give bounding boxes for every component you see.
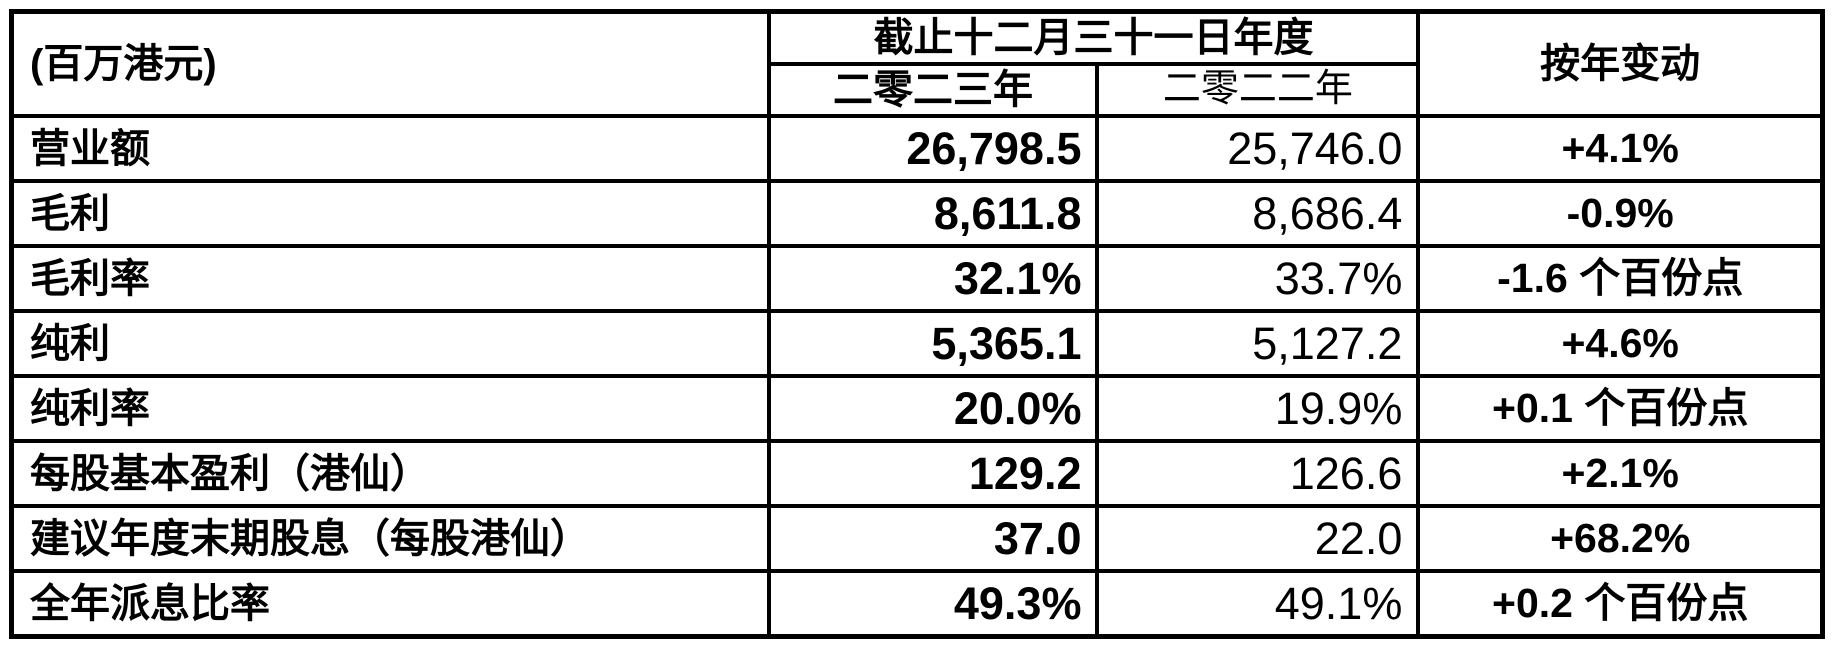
metric-label: 毛利 bbox=[9, 179, 771, 248]
value-2023: 49.3% bbox=[766, 569, 1100, 639]
metric-label: 全年派息比率 bbox=[9, 569, 771, 639]
table-row: 纯利率 20.0% 19.9% +0.1 个百份点 bbox=[9, 374, 1825, 443]
value-2023: 26,798.5 bbox=[766, 114, 1100, 183]
value-2022: 25,746.0 bbox=[1095, 114, 1421, 183]
value-2022: 22.0 bbox=[1095, 504, 1421, 573]
table-body: 营业额 26,798.5 25,746.0 +4.1% 毛利 8,611.8 8… bbox=[9, 114, 1825, 639]
yoy-change-value: +0.2 个百份点 bbox=[1416, 569, 1825, 639]
yoy-change-value: +0.1 个百份点 bbox=[1416, 374, 1825, 443]
period-title-header: 截止十二月三十一日年度 bbox=[766, 9, 1421, 66]
metric-label: 毛利率 bbox=[9, 244, 771, 313]
financial-results-table: (百万港元) 截止十二月三十一日年度 按年变动 二零二三年 二零二二年 营业额 … bbox=[9, 9, 1825, 639]
value-2022: 49.1% bbox=[1095, 569, 1421, 639]
yoy-change-value: +4.6% bbox=[1416, 309, 1825, 378]
metric-label: 建议年度末期股息（每股港仙） bbox=[9, 504, 771, 573]
year-2022-header: 二零二二年 bbox=[1095, 62, 1421, 118]
table-row: 全年派息比率 49.3% 49.1% +0.2 个百份点 bbox=[9, 569, 1825, 639]
table-row: 营业额 26,798.5 25,746.0 +4.1% bbox=[9, 114, 1825, 183]
value-2023: 37.0 bbox=[766, 504, 1100, 573]
metric-label: 纯利 bbox=[9, 309, 771, 378]
metric-label: 纯利率 bbox=[9, 374, 771, 443]
table-row: 毛利率 32.1% 33.7% -1.6 个百份点 bbox=[9, 244, 1825, 313]
table-row: 纯利 5,365.1 5,127.2 +4.6% bbox=[9, 309, 1825, 378]
metric-label: 营业额 bbox=[9, 114, 771, 183]
value-2022: 8,686.4 bbox=[1095, 179, 1421, 248]
change-column-header: 按年变动 bbox=[1416, 9, 1825, 118]
value-2023: 129.2 bbox=[766, 439, 1100, 508]
table-row: 每股基本盈利（港仙） 129.2 126.6 +2.1% bbox=[9, 439, 1825, 508]
yoy-change-value: -0.9% bbox=[1416, 179, 1825, 248]
unit-label-header: (百万港元) bbox=[9, 9, 771, 118]
value-2022: 126.6 bbox=[1095, 439, 1421, 508]
yoy-change-value: +2.1% bbox=[1416, 439, 1825, 508]
yoy-change-value: +4.1% bbox=[1416, 114, 1825, 183]
value-2022: 5,127.2 bbox=[1095, 309, 1421, 378]
value-2023: 8,611.8 bbox=[766, 179, 1100, 248]
metric-label: 每股基本盈利（港仙） bbox=[9, 439, 771, 508]
value-2022: 33.7% bbox=[1095, 244, 1421, 313]
value-2022: 19.9% bbox=[1095, 374, 1421, 443]
year-2023-header: 二零二三年 bbox=[766, 62, 1100, 118]
yoy-change-value: +68.2% bbox=[1416, 504, 1825, 573]
table-row: 毛利 8,611.8 8,686.4 -0.9% bbox=[9, 179, 1825, 248]
table-row: 建议年度末期股息（每股港仙） 37.0 22.0 +68.2% bbox=[9, 504, 1825, 573]
value-2023: 32.1% bbox=[766, 244, 1100, 313]
yoy-change-value: -1.6 个百份点 bbox=[1416, 244, 1825, 313]
value-2023: 20.0% bbox=[766, 374, 1100, 443]
value-2023: 5,365.1 bbox=[766, 309, 1100, 378]
